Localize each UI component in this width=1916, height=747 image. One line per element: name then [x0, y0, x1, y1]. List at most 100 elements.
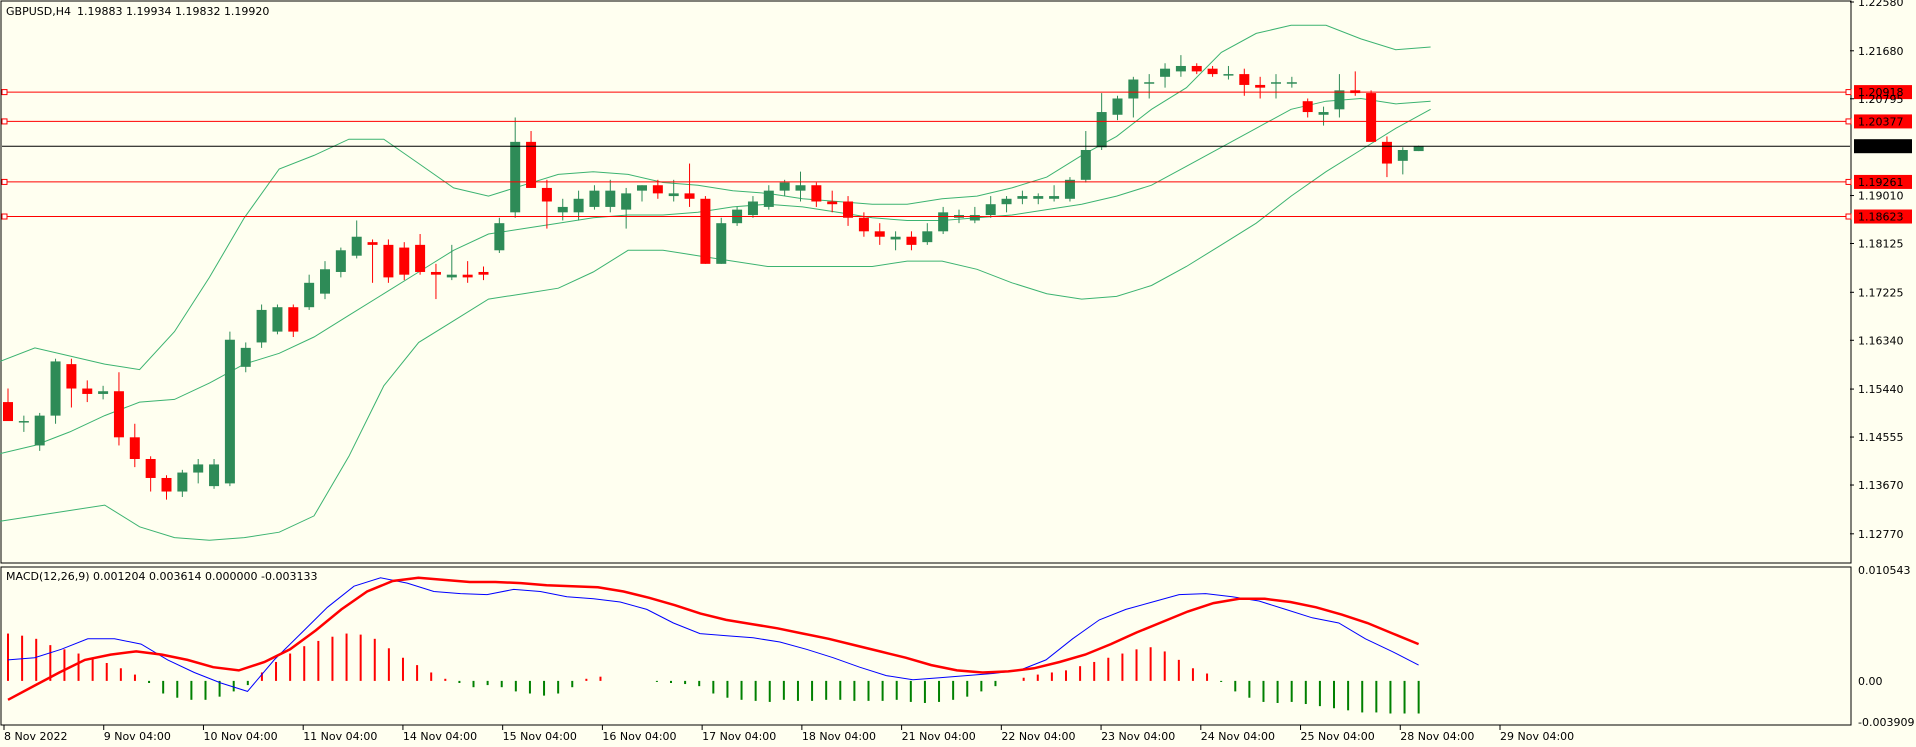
price-axis[interactable]: 1.22580 1.21680 1.20795 1.19010 1.18125 1.172… — [1850, 0, 1904, 541]
candle-body — [50, 361, 61, 416]
candle-body — [1286, 82, 1297, 84]
candle-body — [747, 201, 758, 216]
time-tick-label: 11 Nov 04:00 — [303, 730, 377, 743]
candle-body — [129, 437, 140, 459]
level-anchor-right — [1845, 178, 1852, 185]
level-price-tag — [1854, 114, 1912, 129]
time-tick-label: 28 Nov 04:00 — [1400, 730, 1474, 743]
candle-body — [494, 223, 505, 251]
candle-body — [1160, 68, 1171, 77]
candle-body — [1413, 146, 1424, 152]
candle-body — [668, 193, 679, 197]
candle-body — [1366, 93, 1377, 142]
level-anchor-right — [1845, 213, 1852, 220]
time-tick-label: 21 Nov 04:00 — [902, 730, 976, 743]
candle-body — [399, 247, 410, 275]
candle-body — [240, 347, 251, 367]
candle-body — [113, 391, 124, 438]
horizontal-levels[interactable]: 1.20918 1.20377 1.19261 1.18623 1.19920 — [1, 85, 1912, 224]
bollinger-middle-line — [0, 97, 1431, 455]
level-anchor-left — [1, 118, 8, 125]
candle-body — [1381, 141, 1392, 164]
level-price-tag — [1854, 174, 1912, 189]
macd-tick-label: 0.010543 — [1858, 564, 1911, 577]
price-tick-label: 1.18125 — [1858, 238, 1904, 251]
candle-body — [605, 190, 616, 207]
candle-body — [3, 402, 13, 422]
candle-body — [82, 388, 93, 394]
price-tick-label: 1.22580 — [1858, 0, 1904, 9]
time-tick-label: 9 Nov 04:00 — [104, 730, 171, 743]
candle-body — [351, 236, 362, 256]
candle-body — [145, 458, 156, 478]
candle-body — [637, 185, 647, 191]
candle-body — [1144, 82, 1155, 84]
time-tick-label: 18 Nov 04:00 — [802, 730, 876, 743]
candle-body — [98, 391, 109, 394]
macd-line — [7, 577, 1419, 692]
macd-tick-label: 0.00 — [1858, 675, 1883, 688]
level-price-label: 1.20377 — [1858, 115, 1904, 128]
candle-body — [1302, 101, 1313, 113]
price-tick-label: 1.20795 — [1858, 93, 1904, 106]
price-tick-label: 1.19010 — [1858, 190, 1904, 203]
candle-body — [969, 215, 980, 221]
candle-body — [383, 244, 394, 278]
price-tick-label: 1.15440 — [1858, 383, 1904, 396]
current-price-tag — [1854, 139, 1912, 154]
time-tick-label: 10 Nov 04:00 — [203, 730, 277, 743]
macd-indicator: 0.010543 0.00 -0.003909 — [7, 564, 1914, 729]
time-tick-label: 25 Nov 04:00 — [1301, 730, 1375, 743]
candle-body — [1033, 196, 1044, 199]
time-tick-label: 14 Nov 04:00 — [403, 730, 477, 743]
candle-body — [462, 274, 473, 278]
level-anchor-right — [1845, 118, 1852, 125]
price-tick-label: 1.14555 — [1858, 431, 1904, 444]
macd-pane-frame — [0, 566, 1852, 726]
candle-body — [795, 185, 806, 191]
candle-body — [1334, 90, 1345, 110]
level-price-label: 1.19261 — [1858, 176, 1904, 189]
candle-body — [1112, 98, 1123, 115]
candle-body — [510, 141, 521, 213]
candle-body — [811, 185, 822, 202]
candle-body — [526, 141, 537, 188]
price-tick-label: 1.21680 — [1858, 45, 1904, 58]
symbol-label: GBPUSD,H4 1.19883 1.19934 1.19832 1.19920 — [6, 5, 269, 18]
candle-body — [1207, 68, 1218, 75]
candle-body — [589, 190, 600, 207]
candle-body — [430, 271, 441, 275]
candle-body — [1001, 198, 1012, 205]
candlesticks — [3, 55, 1424, 500]
signal-line — [7, 576, 1420, 701]
candle-body — [478, 271, 489, 275]
macd-tick-label: -0.003909 — [1858, 716, 1914, 729]
candle-body — [621, 193, 632, 210]
price-tick-label: 1.12770 — [1858, 528, 1904, 541]
candle-body — [938, 212, 949, 232]
candle-body — [1397, 149, 1408, 161]
candle-body — [224, 339, 235, 484]
candle-body — [1049, 196, 1060, 199]
candle-body — [652, 185, 663, 194]
bollinger-upper-line — [0, 24, 1431, 371]
level-price-label: 1.20918 — [1858, 86, 1904, 99]
candle-body — [272, 307, 283, 332]
candle-body — [827, 201, 838, 205]
bollinger-bands — [0, 24, 1431, 541]
price-tick-label: 1.16340 — [1858, 334, 1904, 347]
candle-body — [177, 472, 188, 492]
time-tick-label: 29 Nov 04:00 — [1500, 730, 1574, 743]
candle-body — [209, 464, 220, 487]
time-tick-label: 16 Nov 04:00 — [602, 730, 676, 743]
candle-body — [1128, 79, 1139, 99]
macd-header: MACD(12,26,9) 0.001204 0.003614 0.000000… — [6, 570, 317, 583]
time-tick-label: 8 Nov 2022 — [4, 730, 67, 743]
candle-body — [779, 182, 790, 191]
candle-body — [1175, 65, 1186, 72]
time-tick-label: 22 Nov 04:00 — [1001, 730, 1075, 743]
time-axis[interactable]: 8 Nov 2022 9 Nov 04:00 10 Nov 04:00 11 Nov … — [3, 725, 1574, 743]
candle-body — [34, 415, 45, 446]
candle-body — [415, 244, 426, 272]
